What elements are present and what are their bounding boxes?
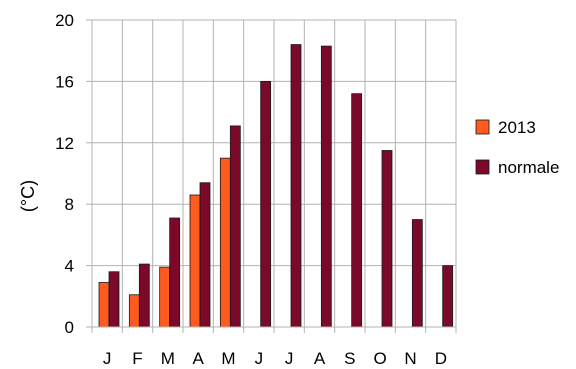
- x-tick-label: N: [404, 349, 416, 368]
- x-tick-label: J: [285, 349, 294, 368]
- bar-normale-9: [351, 93, 363, 328]
- bar-normale-10: [381, 150, 393, 328]
- bar-normale-3: [169, 217, 181, 328]
- x-tick-label: S: [344, 349, 355, 368]
- y-tick-label: 20: [55, 11, 74, 30]
- x-tick-label: J: [255, 349, 264, 368]
- bar-2013-1: [98, 282, 110, 328]
- x-tick-label: O: [374, 349, 387, 368]
- legend-swatch-normale: [475, 159, 490, 175]
- x-tick-label: D: [435, 349, 447, 368]
- x-tick-label: M: [161, 349, 175, 368]
- bar-normale-8: [320, 45, 332, 328]
- y-tick-label: 8: [65, 195, 74, 214]
- bar-2013-5: [219, 157, 231, 328]
- bar-normale-11: [411, 219, 423, 328]
- x-tick-label: A: [314, 349, 326, 368]
- legend-label-normale: normale: [498, 158, 559, 177]
- x-tick-label: J: [103, 349, 112, 368]
- y-axis-label: (°C): [18, 180, 38, 212]
- bar-normale-5: [229, 125, 241, 328]
- bar-normale-12: [442, 265, 454, 328]
- bar-normale-7: [290, 44, 302, 328]
- bar-normale-6: [260, 81, 272, 328]
- plot-frame: [91, 19, 457, 328]
- x-tick-label: M: [221, 349, 235, 368]
- y-tick-label: 4: [65, 257, 74, 276]
- bar-normale-1: [108, 271, 120, 328]
- bar-2013-4: [189, 194, 201, 328]
- y-tick-label: 16: [55, 72, 74, 91]
- y-tick-labels: 0 4 8 12 16 20: [55, 11, 74, 337]
- legend-swatch-2013: [475, 119, 490, 135]
- axes: [91, 19, 457, 328]
- x-tick-label: F: [132, 349, 142, 368]
- bar-2013-2: [128, 294, 140, 328]
- bar-2013-3: [159, 266, 171, 328]
- bar-normale-4: [199, 182, 211, 328]
- bars: [98, 44, 454, 328]
- y-tick-label: 0: [65, 318, 74, 337]
- legend: 2013 normale: [475, 118, 559, 177]
- bar-normale-2: [138, 263, 150, 328]
- x-tick-label: A: [192, 349, 204, 368]
- legend-label-2013: 2013: [498, 118, 536, 137]
- y-tick-label: 12: [55, 134, 74, 153]
